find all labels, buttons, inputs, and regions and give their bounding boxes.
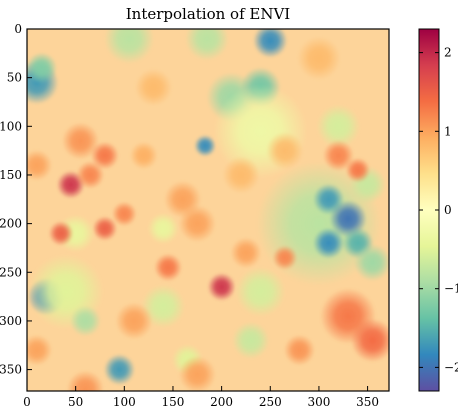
heatmap-blob xyxy=(129,141,158,170)
colorbar-tick-label: 2 xyxy=(444,46,452,60)
heatmap-blob xyxy=(178,204,216,243)
heatmap-blob xyxy=(27,52,58,84)
heatmap-blob xyxy=(222,156,260,194)
x-axis: 0 50 100 150 200 250 300 350 xyxy=(23,386,379,409)
chart-title: Interpolation of ENVI xyxy=(126,5,291,23)
x-tick-label: 200 xyxy=(210,395,233,409)
heatmap-blob xyxy=(185,29,229,61)
x-tick-label: 100 xyxy=(113,395,136,409)
heatmap-blob xyxy=(154,253,183,282)
y-tick-label: 50 xyxy=(7,71,22,85)
heatmap-blob xyxy=(322,139,354,172)
heatmap-blob xyxy=(92,216,118,241)
heatmap-blob xyxy=(103,354,136,386)
colorbar-axis: −2 −1 0 1 2 xyxy=(419,46,458,374)
y-tick-label: 200 xyxy=(0,217,22,231)
heatmap-blob xyxy=(232,321,270,360)
plot-frame xyxy=(26,28,390,392)
heatmap-blob xyxy=(313,183,345,215)
heatmap-blob xyxy=(115,302,153,340)
x-tick-label: 0 xyxy=(23,395,31,409)
x-tick-label: 50 xyxy=(68,395,83,409)
y-tick-label: 300 xyxy=(0,314,22,328)
y-tick-label: 250 xyxy=(0,265,22,279)
y-tick-label: 0 xyxy=(14,22,22,36)
heatmap-blob xyxy=(178,355,216,391)
y-tick-label: 150 xyxy=(0,168,22,182)
heatmap-blob xyxy=(194,134,216,157)
y-axis: 0 50 100 150 200 250 300 350 xyxy=(0,22,32,377)
heatmap-blob xyxy=(313,227,345,259)
heatmap-blob xyxy=(66,370,105,391)
heatmap-blob xyxy=(235,266,286,317)
heatmap-blob xyxy=(90,141,119,170)
x-tick-label: 150 xyxy=(162,395,185,409)
heatmap-blob xyxy=(111,201,137,227)
y-tick-label: 350 xyxy=(0,363,22,377)
heatmap-blob xyxy=(76,160,105,189)
heatmap-blob xyxy=(147,212,179,245)
heatmap-blob xyxy=(272,245,298,271)
y-tick-label: 100 xyxy=(0,119,22,133)
heatmap-blob xyxy=(134,68,173,107)
heatmap-blob xyxy=(353,243,389,282)
heatmap-blob xyxy=(104,29,155,64)
colorbar-tick-label: −2 xyxy=(444,360,458,374)
heatmap-blob xyxy=(27,149,53,181)
heatmap-blob xyxy=(266,131,304,170)
colorbar-tick-label: −1 xyxy=(444,282,458,296)
heatmap-blob xyxy=(350,318,389,363)
heatmap-blob xyxy=(297,36,341,80)
heatmap-blob xyxy=(207,272,236,301)
heatmap-blob xyxy=(230,237,262,269)
heatmap-blob xyxy=(48,220,74,246)
heatmap-blob xyxy=(316,104,361,149)
heatmap-blob xyxy=(253,29,288,58)
x-tick-label: 350 xyxy=(356,395,379,409)
x-tick-label: 250 xyxy=(259,395,282,409)
heatmap-blob xyxy=(345,157,371,183)
heatmap-blob xyxy=(69,305,101,337)
colorbar-tick-label: 1 xyxy=(444,124,452,138)
heatmap-blob xyxy=(283,334,316,366)
colorbar-tick-label: 0 xyxy=(444,203,452,217)
heatmap-blob xyxy=(27,334,53,366)
heatmap-blob xyxy=(61,122,100,160)
x-tick-label: 300 xyxy=(307,395,330,409)
heatmap-cells xyxy=(27,29,389,391)
